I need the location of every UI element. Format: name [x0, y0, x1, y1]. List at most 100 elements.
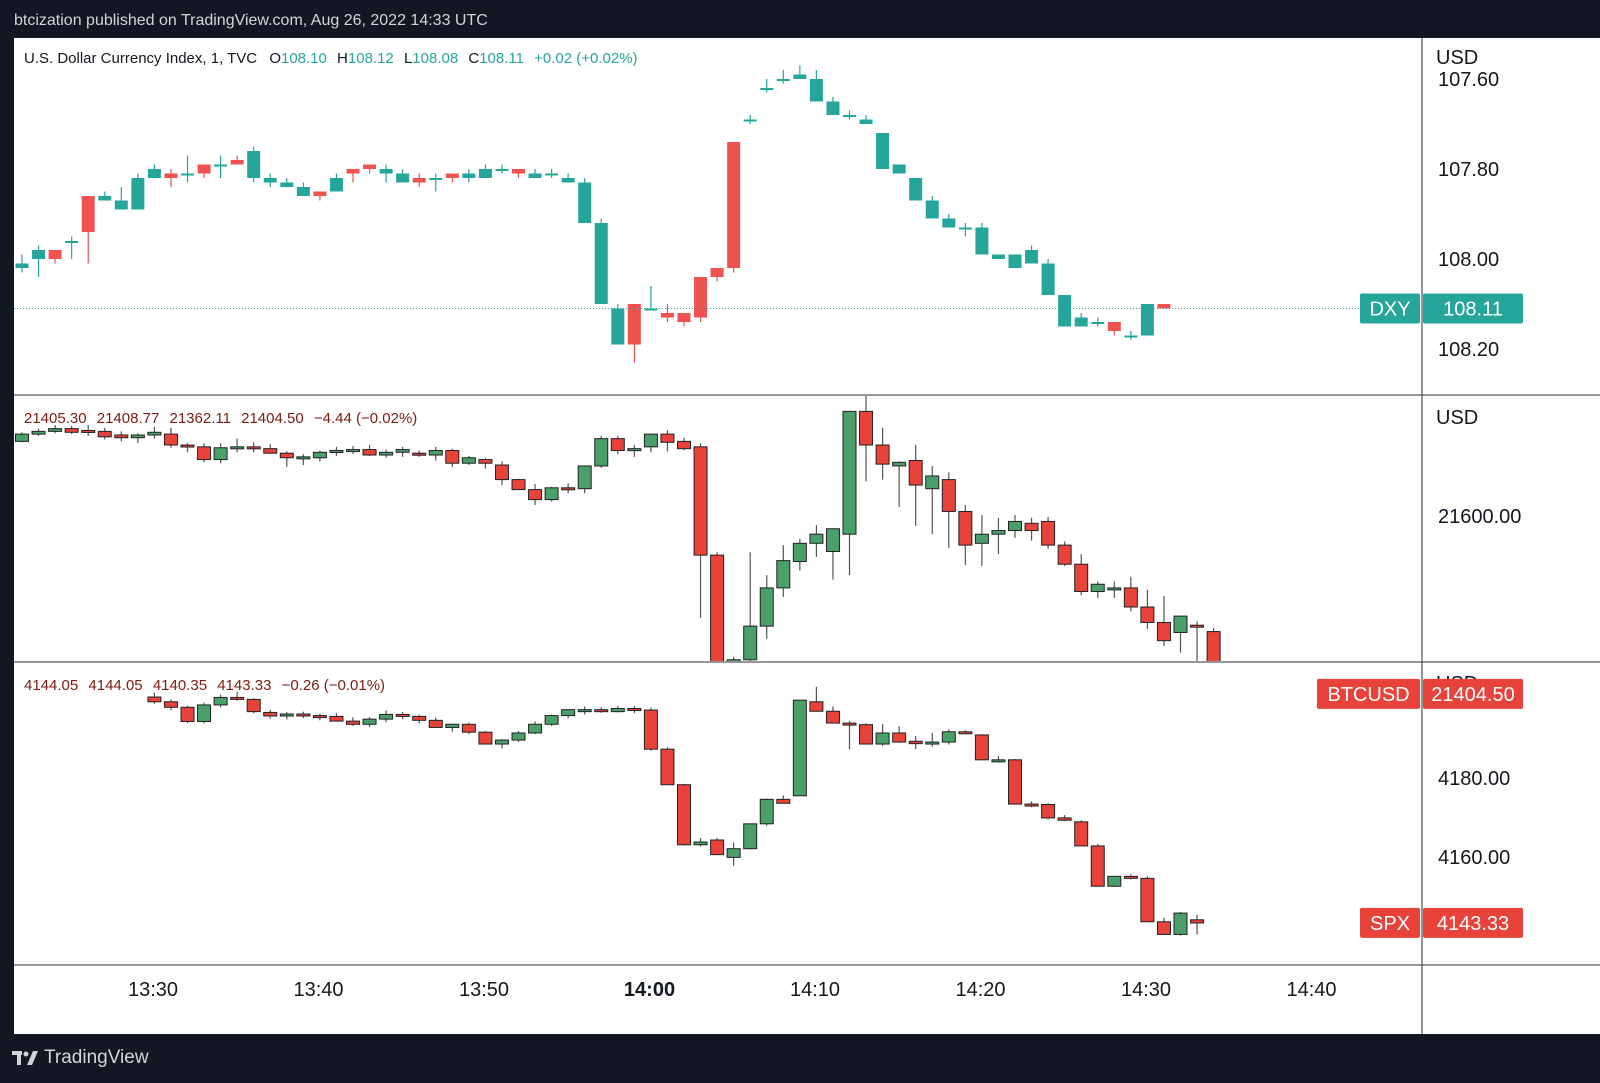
- symbol-badge-label: DXY: [1369, 299, 1410, 321]
- time-tick-label: 14:30: [1121, 979, 1171, 1001]
- chart-area[interactable]: U.S. Dollar Currency Index, 1, TVC O108.…: [14, 38, 1600, 1034]
- candle-body: [677, 440, 691, 450]
- candle-body: [512, 169, 525, 174]
- candle-body: [263, 711, 278, 717]
- candle: [843, 110, 856, 120]
- candle: [660, 430, 675, 452]
- brand-name: TradingView: [44, 1047, 149, 1068]
- candle: [478, 164, 492, 178]
- candle-body: [181, 173, 194, 176]
- candle-body: [412, 178, 426, 183]
- candle-body: [395, 713, 410, 717]
- candle-body: [97, 430, 112, 438]
- candle: [180, 705, 195, 724]
- candle-body: [313, 191, 327, 196]
- candle: [644, 286, 658, 311]
- candle-body: [1008, 759, 1022, 805]
- candle-body: [627, 707, 642, 711]
- candle-body: [296, 713, 311, 717]
- candle: [1206, 627, 1221, 661]
- candle: [677, 313, 691, 327]
- y-tick-label: 107.80: [1438, 159, 1499, 181]
- price-badge-label: 21404.50: [1431, 684, 1514, 706]
- candle-body: [48, 250, 62, 259]
- candle-body: [776, 560, 791, 589]
- candle: [1057, 541, 1072, 567]
- candle: [1240, 689, 1253, 694]
- candle: [362, 445, 377, 456]
- candle: [1024, 517, 1039, 541]
- candle-body: [528, 489, 543, 501]
- candle: [312, 713, 327, 721]
- candle-body: [991, 254, 1005, 259]
- candle: [958, 223, 972, 237]
- candle-body: [1173, 615, 1188, 633]
- candle: [131, 173, 145, 210]
- tradingview-logo-icon: [12, 1051, 38, 1065]
- y-tick-label: 4160.00: [1438, 847, 1510, 869]
- candle-body: [312, 715, 327, 719]
- candle-body: [213, 696, 228, 706]
- candle-body: [1124, 335, 1138, 338]
- candle: [677, 783, 691, 846]
- candle: [329, 446, 344, 456]
- candle-body: [660, 433, 675, 443]
- candle: [163, 699, 178, 711]
- candle: [743, 552, 758, 661]
- candle-body: [825, 710, 840, 724]
- candle-body: [445, 723, 460, 728]
- candle-body: [643, 709, 658, 750]
- price-badge: [1423, 678, 1523, 709]
- candle-body: [1041, 263, 1055, 295]
- symbol-badge: [1360, 293, 1420, 324]
- symbol-badge-label: BTCUSD: [1327, 684, 1409, 706]
- y-tick-label: 108.00: [1438, 249, 1499, 271]
- candle: [147, 692, 162, 704]
- candle: [643, 433, 658, 453]
- candle: [594, 218, 608, 304]
- candle: [147, 426, 162, 439]
- candle: [230, 691, 245, 701]
- tradingview-logo[interactable]: TradingView: [12, 1047, 149, 1069]
- candles-layer: [15, 65, 1253, 936]
- candle: [64, 425, 79, 435]
- candle-body: [627, 448, 642, 452]
- candle-body: [941, 479, 956, 512]
- candle-body: [710, 839, 725, 856]
- time-tick-label: 13:40: [293, 979, 343, 1001]
- candle-body: [859, 410, 874, 446]
- candle-body: [974, 533, 989, 544]
- candle: [743, 823, 758, 850]
- chart-svg[interactable]: U.S. Dollar Currency Index, 1, TVC O108.…: [14, 38, 1600, 1034]
- candle-body: [677, 784, 691, 846]
- candle: [1041, 803, 1056, 820]
- candle-body: [428, 719, 443, 728]
- candle: [81, 196, 95, 264]
- btc-ohlc: 21405.30 21408.77 21362.11 21404.50 −4.4…: [24, 410, 417, 427]
- candle: [859, 396, 874, 482]
- candle: [776, 70, 790, 84]
- candle: [991, 517, 1006, 555]
- candle-body: [163, 433, 178, 446]
- spx-series: [147, 686, 1205, 936]
- candle: [809, 70, 823, 102]
- candle: [908, 736, 923, 750]
- candle-body: [98, 196, 112, 201]
- price-badge: [1423, 907, 1523, 938]
- dxy-series: [15, 65, 1171, 363]
- candle-body: [693, 841, 708, 846]
- candle: [1074, 820, 1089, 847]
- candle-body: [594, 709, 609, 713]
- price-badge: [1423, 293, 1523, 324]
- candle-body: [859, 724, 874, 745]
- candle: [760, 79, 774, 93]
- candle-body: [379, 713, 394, 720]
- footer-bar: TradingView: [0, 1034, 1600, 1083]
- candle: [842, 410, 857, 576]
- candle: [1107, 322, 1121, 336]
- candle-body: [1008, 520, 1022, 532]
- btc-currency: USD: [1436, 407, 1478, 429]
- candle: [1156, 596, 1171, 647]
- candle: [461, 722, 476, 735]
- candle: [975, 223, 989, 255]
